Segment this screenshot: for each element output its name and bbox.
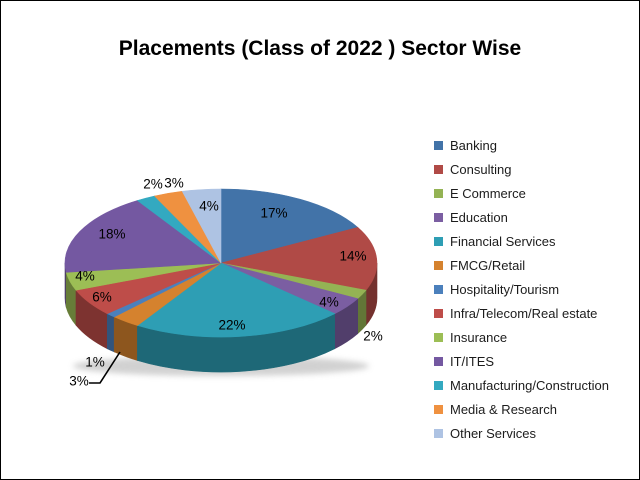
- legend-item: IT/ITES: [434, 349, 609, 373]
- legend-item: Media & Research: [434, 397, 609, 421]
- legend-swatch-icon: [434, 164, 443, 174]
- pie-percent-label: 3%: [69, 374, 89, 389]
- legend-swatch-icon: [434, 188, 443, 198]
- pie-slice-side: [107, 313, 115, 353]
- chart-title: Placements (Class of 2022 ) Sector Wise: [118, 37, 522, 60]
- legend-swatch-icon: [434, 140, 443, 150]
- label-leader-line: [89, 351, 121, 384]
- pie-percent-label: 4%: [199, 199, 219, 214]
- pie-percent-label: 4%: [75, 269, 95, 284]
- legend-swatch-icon: [434, 332, 443, 342]
- legend-swatch-icon: [434, 260, 443, 270]
- legend-item: Banking: [434, 133, 609, 157]
- legend-item: E Commerce: [434, 181, 609, 205]
- pie-percent-label: 14%: [339, 249, 366, 264]
- legend-label: Infra/Telecom/Real estate: [450, 305, 598, 321]
- legend-swatch-icon: [434, 380, 443, 390]
- legend-swatch-icon: [434, 308, 443, 318]
- legend-item: Insurance: [434, 325, 609, 349]
- pie-percent-label: 1%: [85, 355, 105, 370]
- legend: Banking Consulting E Commerce Education Fina…: [434, 133, 609, 445]
- legend-item: Infra/Telecom/Real estate: [434, 301, 609, 325]
- legend-label: Consulting: [450, 161, 512, 177]
- pie-percent-label: 17%: [260, 206, 287, 221]
- legend-swatch-icon: [434, 212, 443, 222]
- pie-percent-label: 22%: [218, 318, 245, 333]
- pie-slice: [181, 188, 222, 264]
- legend-item: FMCG/Retail: [434, 253, 609, 277]
- legend-label: Education: [450, 209, 508, 225]
- legend-item: Other Services: [434, 421, 609, 445]
- legend-swatch-icon: [434, 404, 443, 414]
- pie-slice: [136, 262, 336, 338]
- pie-percent-label: 4%: [319, 295, 339, 310]
- legend-label: Media & Research: [450, 401, 557, 417]
- pie-slice: [64, 200, 222, 273]
- legend-swatch-icon: [434, 428, 443, 438]
- pie-percent-label: 6%: [92, 290, 112, 305]
- legend-item: Education: [434, 205, 609, 229]
- legend-label: E Commerce: [450, 185, 526, 201]
- legend-item: Financial Services: [434, 229, 609, 253]
- legend-item: Consulting: [434, 157, 609, 181]
- pie-percent-label: 18%: [98, 227, 125, 242]
- legend-label: Manufacturing/Construction: [450, 377, 609, 393]
- pie-percent-label: 3%: [164, 176, 184, 191]
- legend-label: FMCG/Retail: [450, 257, 526, 273]
- legend-label: Insurance: [450, 329, 508, 345]
- pie-percent-label: 2%: [363, 329, 383, 344]
- legend-item: Hospitality/Tourism: [434, 277, 609, 301]
- legend-swatch-icon: [434, 284, 443, 294]
- legend-swatch-icon: [434, 236, 443, 246]
- legend-label: Other Services: [450, 425, 536, 441]
- legend-swatch-icon: [434, 356, 443, 366]
- pie-slice: [220, 188, 359, 264]
- legend-item: Manufacturing/Construction: [434, 373, 609, 397]
- legend-label: Financial Services: [450, 233, 556, 249]
- pie-slice: [220, 227, 378, 291]
- legend-label: Hospitality/Tourism: [450, 281, 560, 297]
- legend-label: IT/ITES: [450, 353, 495, 369]
- pie-percent-label: 2%: [143, 177, 163, 192]
- legend-label: Banking: [450, 137, 497, 153]
